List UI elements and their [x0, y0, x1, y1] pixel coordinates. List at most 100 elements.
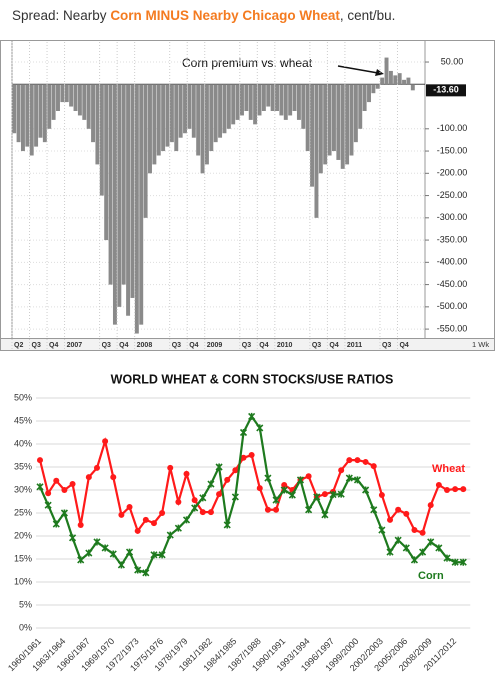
title-part: Corn MINUS Nearby Chicago Wheat — [110, 8, 340, 23]
marker — [216, 491, 223, 498]
marker — [61, 487, 68, 493]
bar — [29, 84, 34, 156]
marker — [281, 481, 288, 488]
marker — [321, 511, 329, 519]
bar — [86, 84, 91, 129]
bar — [384, 57, 389, 85]
marker — [142, 516, 149, 523]
bar — [139, 84, 144, 325]
marker — [52, 520, 60, 528]
marker — [353, 476, 362, 484]
y-tick-label: 35% — [14, 461, 32, 471]
marker — [142, 569, 150, 577]
x-tick-label: Q4 — [189, 342, 198, 349]
marker — [182, 516, 191, 524]
y-tick-label: -450.00 — [437, 279, 468, 289]
bar — [191, 84, 196, 138]
marker — [403, 510, 410, 517]
y-tick-label: 40% — [14, 438, 32, 448]
bar — [358, 84, 363, 129]
y-tick-label: 0% — [19, 622, 32, 632]
marker — [305, 473, 312, 480]
y-tick-label: -550.00 — [437, 323, 468, 333]
marker — [337, 490, 345, 498]
x-tick-label: Q3 — [312, 342, 321, 349]
bar — [371, 84, 376, 94]
marker — [117, 561, 125, 569]
marker — [321, 491, 328, 498]
marker — [85, 549, 93, 557]
marker — [338, 467, 345, 474]
marker — [395, 506, 402, 513]
value-label: -13.60 — [433, 85, 459, 95]
bar — [16, 84, 21, 143]
bar — [367, 84, 371, 103]
marker — [53, 477, 60, 484]
marker — [272, 496, 280, 504]
marker — [126, 504, 133, 511]
bar — [42, 84, 47, 143]
interval-label: 1 Wk — [472, 340, 489, 349]
marker — [159, 510, 166, 516]
bar — [275, 84, 279, 111]
marker — [215, 463, 223, 471]
value-label-box — [426, 84, 466, 97]
y-tick-label: 50.00 — [441, 56, 464, 66]
marker — [166, 531, 174, 539]
y-tick-label: 45% — [14, 415, 32, 425]
marker — [410, 556, 419, 564]
bar — [69, 84, 74, 107]
marker — [419, 529, 426, 536]
bar — [213, 84, 218, 143]
x-tick-label: 2010 — [277, 342, 293, 349]
y-tick-label: 15% — [14, 553, 32, 563]
x-tick-label: Q3 — [102, 342, 111, 349]
marker — [459, 558, 467, 566]
bar — [244, 84, 249, 111]
bar — [288, 84, 293, 116]
marker — [174, 524, 182, 532]
y-tick-label: -400.00 — [437, 257, 468, 267]
bar — [126, 84, 131, 316]
marker — [394, 536, 402, 544]
marker — [435, 544, 443, 552]
bar — [310, 84, 315, 187]
bar — [240, 84, 244, 116]
bar — [349, 84, 354, 156]
bar — [204, 84, 209, 165]
bar — [327, 84, 332, 156]
marker — [452, 486, 459, 493]
bar — [152, 84, 157, 165]
bar — [200, 84, 205, 174]
x-tick-label: Q3 — [172, 342, 181, 349]
marker — [248, 452, 255, 459]
x-tick-label: Q4 — [399, 342, 408, 349]
chart-title: WORLD WHEAT & CORN STOCKS/USE RATIOS — [111, 372, 394, 386]
bar — [143, 84, 148, 218]
marker — [150, 551, 158, 559]
y-tick-label: 10% — [14, 576, 32, 586]
bar — [305, 84, 310, 152]
bar — [375, 84, 380, 89]
bar — [235, 84, 240, 120]
marker — [158, 551, 166, 559]
marker — [411, 527, 418, 534]
bar — [296, 84, 301, 120]
marker — [288, 491, 296, 499]
bar — [318, 84, 323, 174]
bar — [165, 84, 170, 147]
bar — [95, 84, 100, 165]
marker — [419, 548, 427, 556]
bar — [402, 79, 407, 85]
bar — [183, 84, 187, 134]
marker — [68, 534, 77, 542]
y-tick-label: -350.00 — [437, 234, 468, 244]
y-tick-label: 25% — [14, 507, 32, 517]
bar — [353, 84, 358, 143]
bar — [112, 84, 117, 325]
marker — [378, 526, 386, 534]
bar — [121, 84, 126, 285]
bar — [340, 84, 345, 169]
bar — [130, 84, 135, 298]
